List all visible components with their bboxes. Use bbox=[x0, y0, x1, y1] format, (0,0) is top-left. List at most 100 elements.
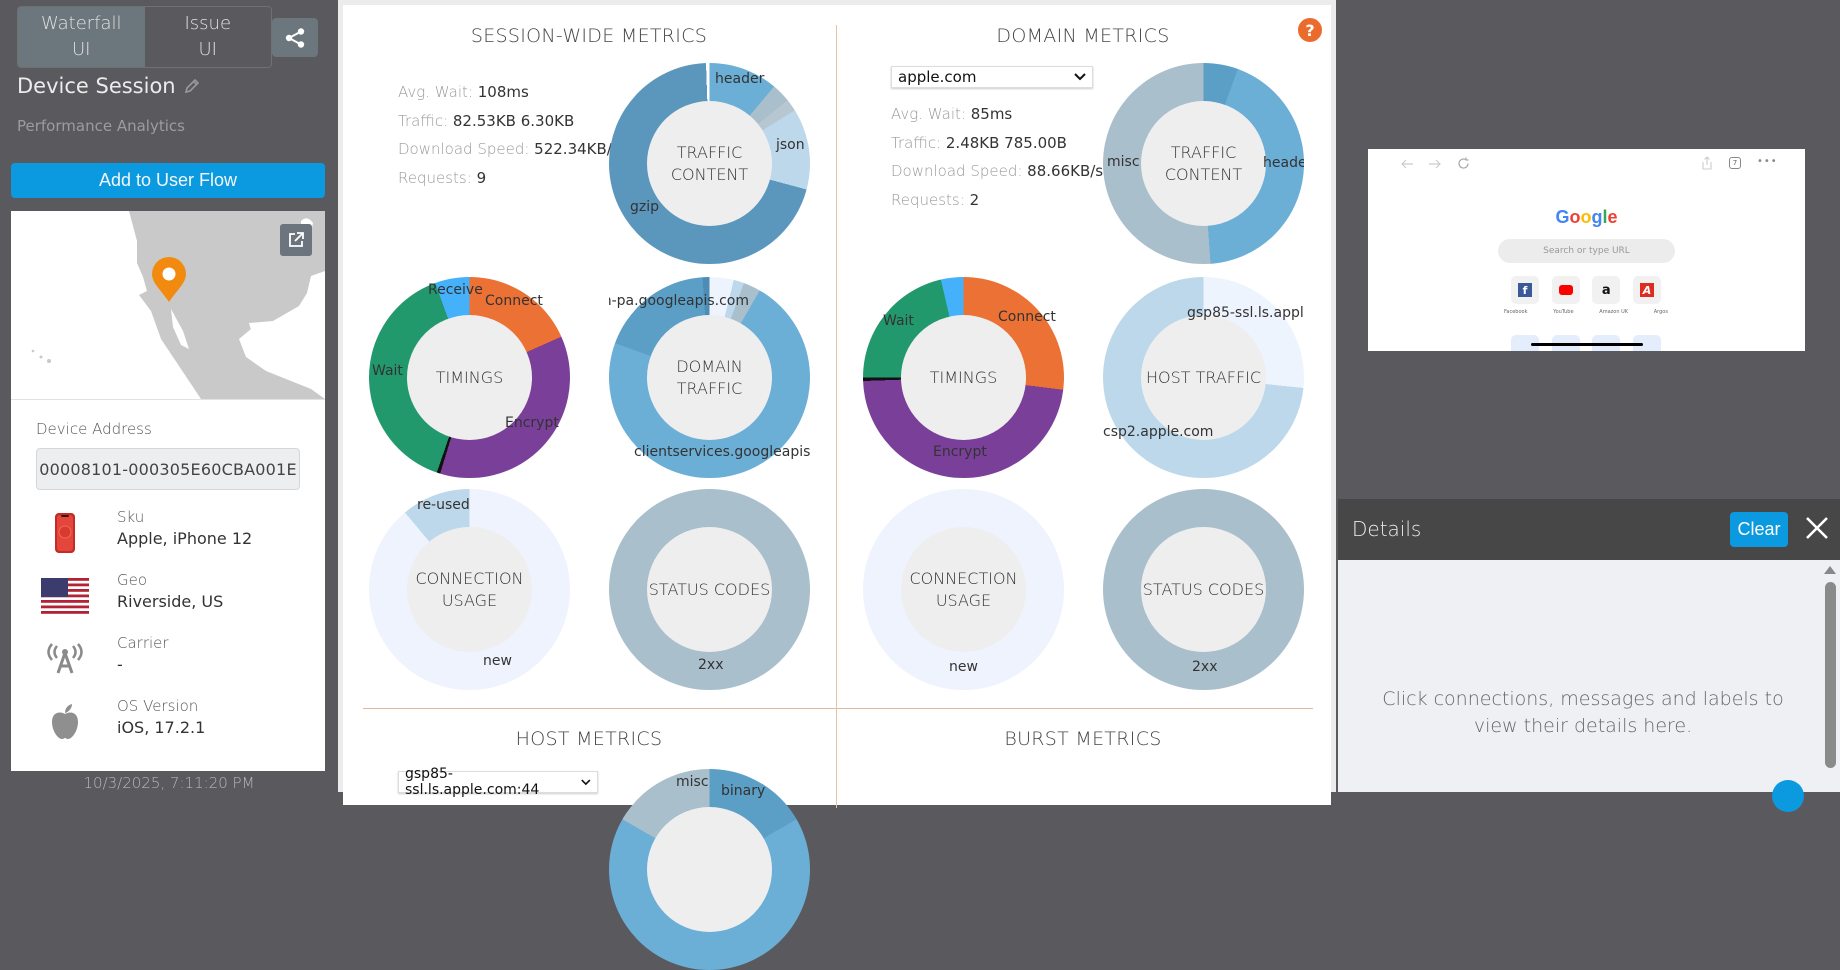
column-divider-lower bbox=[836, 708, 837, 808]
domain-host-traffic-chart[interactable]: HOST TRAFFIC gsp85-ssl.ls.apple. csp2.ap… bbox=[1103, 277, 1304, 478]
session-timings-chart[interactable]: TIMINGS Receive Connect Wait Encrypt bbox=[369, 277, 570, 478]
right-panel: 7 ••• Google Search or type URL f a A Fa… bbox=[1336, 0, 1840, 812]
session-title: Device Session bbox=[17, 74, 200, 98]
location-map[interactable] bbox=[11, 211, 325, 399]
session-traffic: Traffic: 82.53KB 6.30KB bbox=[398, 111, 575, 130]
segment-label[interactable]: csp2.apple.com bbox=[1103, 424, 1214, 440]
add-to-user-flow-button[interactable]: Add to User Flow bbox=[11, 163, 325, 198]
chart-center-label: TRAFFIC CONTENT bbox=[647, 101, 772, 226]
segment-label[interactable]: Connect bbox=[998, 309, 1056, 325]
domain-connection-usage-chart[interactable]: CONNECTION USAGE new bbox=[863, 489, 1064, 690]
session-status-codes-chart[interactable]: STATUS CODES 2xx bbox=[609, 489, 810, 690]
segment-label[interactable]: Wait bbox=[883, 313, 914, 329]
domain-select[interactable]: apple.com bbox=[891, 66, 1093, 88]
domain-stats: Avg. Wait: 85ms Traffic: 2.48KB 785.00B … bbox=[891, 100, 1103, 214]
details-scrollbar[interactable] bbox=[1820, 560, 1840, 792]
location-pin-icon[interactable] bbox=[151, 257, 187, 303]
domain-download-speed: Download Speed: 88.66KB/s bbox=[891, 162, 1104, 180]
host-traffic-content-chart[interactable]: misc binary bbox=[609, 769, 810, 970]
argos-icon: A bbox=[1639, 283, 1654, 297]
session-domain-traffic-chart[interactable]: DOMAIN TRAFFIC uth-pa.googleapis.com cli… bbox=[609, 277, 810, 478]
segment-label[interactable]: header bbox=[715, 71, 765, 87]
sku-value: Apple, iPhone 12 bbox=[117, 529, 253, 548]
os-row: OS Version iOS, 17.2.1 bbox=[11, 697, 325, 755]
segment-label[interactable]: 2xx bbox=[698, 657, 724, 673]
segment-label[interactable]: Encrypt bbox=[933, 444, 987, 460]
geo-row: Geo Riverside, US bbox=[11, 571, 325, 629]
segment-label[interactable]: uth-pa.googleapis.com bbox=[609, 293, 749, 309]
details-header: Details Clear bbox=[1338, 499, 1840, 560]
segment-label[interactable]: new bbox=[483, 653, 512, 669]
session-download-speed: Download Speed: 522.34KB/s bbox=[398, 140, 620, 158]
phone-search-bar: Search or type URL bbox=[1498, 239, 1675, 263]
forward-arrow-icon bbox=[1429, 159, 1441, 169]
segment-label[interactable]: clientservices.googleapis.co bbox=[634, 444, 810, 460]
iphone-icon bbox=[55, 513, 75, 553]
google-logo: Google bbox=[1555, 207, 1618, 227]
close-icon[interactable] bbox=[1802, 513, 1832, 543]
domain-status-codes-chart[interactable]: STATUS CODES 2xx bbox=[1103, 489, 1304, 690]
chevron-down-icon bbox=[581, 779, 591, 785]
open-map-button[interactable] bbox=[280, 224, 312, 256]
domain-timings-chart[interactable]: TIMINGS Wait Connect Encrypt bbox=[863, 277, 1064, 478]
device-address-field[interactable]: 00008101-000305E60CBA001E bbox=[36, 448, 300, 490]
segment-label[interactable]: gsp85-ssl.ls.apple. bbox=[1187, 305, 1304, 321]
clear-button[interactable]: Clear bbox=[1730, 512, 1788, 547]
segment-label[interactable]: gzip bbox=[630, 199, 660, 215]
session-traffic-content-chart[interactable]: TRAFFIC CONTENT header json gzip bbox=[609, 63, 810, 264]
metrics-panel: SESSION-WIDE METRICS DOMAIN METRICS ? Av… bbox=[338, 0, 1336, 970]
cell-tower-icon bbox=[47, 643, 83, 674]
home-indicator bbox=[1531, 343, 1643, 346]
external-link-icon bbox=[289, 232, 304, 247]
waterfall-ui-toggle[interactable]: Waterfall UI bbox=[18, 7, 145, 67]
chart-center-label: STATUS CODES bbox=[647, 527, 772, 652]
segment-label[interactable]: Receive bbox=[428, 282, 483, 298]
details-title: Details bbox=[1352, 517, 1422, 541]
session-connection-usage-chart[interactable]: CONNECTION USAGE re-used new bbox=[369, 489, 570, 690]
session-requests: Requests: 9 bbox=[398, 168, 487, 187]
segment-label[interactable]: Encrypt bbox=[505, 415, 559, 431]
map-land-shapes bbox=[31, 211, 325, 399]
domain-traffic-content-chart[interactable]: TRAFFIC CONTENT misc header bbox=[1103, 63, 1304, 264]
domain-traffic: Traffic: 2.48KB 785.00B bbox=[891, 133, 1067, 152]
help-icon[interactable]: ? bbox=[1298, 18, 1322, 42]
chart-center-label: DOMAIN TRAFFIC bbox=[647, 315, 772, 440]
session-title-text: Device Session bbox=[17, 74, 176, 98]
chat-bubble-button[interactable] bbox=[1772, 780, 1804, 812]
os-version-value: iOS, 17.2.1 bbox=[117, 718, 206, 737]
geo-value: Riverside, US bbox=[117, 592, 224, 611]
chart-center-label: CONNECTION USAGE bbox=[901, 527, 1026, 652]
host-select-value: gsp85-ssl.ls.apple.com:44 bbox=[405, 766, 540, 798]
sku-label: Sku bbox=[117, 508, 145, 526]
scroll-up-arrow-icon[interactable] bbox=[1824, 566, 1836, 574]
segment-label[interactable]: json bbox=[776, 137, 805, 153]
device-address-label: Device Address bbox=[36, 420, 152, 438]
segment-label[interactable]: Wait bbox=[372, 363, 403, 379]
share-tray-icon bbox=[1702, 156, 1712, 170]
issue-ui-toggle[interactable]: Issue UI bbox=[184, 13, 232, 60]
segment-label[interactable]: misc bbox=[1107, 154, 1140, 170]
share-button[interactable] bbox=[272, 18, 318, 57]
segment-label[interactable]: new bbox=[949, 659, 978, 675]
device-screenshot[interactable]: 7 ••• Google Search or type URL f a A Fa… bbox=[1368, 149, 1805, 351]
session-subtitle: Performance Analytics bbox=[17, 117, 185, 135]
tab-count: 7 bbox=[1729, 157, 1741, 169]
chevron-down-icon bbox=[1074, 73, 1086, 81]
host-select[interactable]: gsp85-ssl.ls.apple.com:44 bbox=[398, 766, 598, 798]
sidebar: Waterfall UI Issue UI Device Session Per… bbox=[0, 0, 338, 792]
segment-label[interactable]: re-used bbox=[417, 497, 470, 513]
chart-center-label: TIMINGS bbox=[407, 315, 532, 440]
domain-avg-wait: Avg. Wait: 85ms bbox=[891, 105, 1013, 123]
scroll-thumb[interactable] bbox=[1825, 582, 1836, 768]
segment-label[interactable]: binary bbox=[721, 783, 766, 799]
apple-logo-icon bbox=[52, 704, 78, 739]
segment-label[interactable]: Connect bbox=[485, 293, 543, 309]
segment-label[interactable]: 2xx bbox=[1192, 659, 1218, 675]
pencil-icon[interactable] bbox=[184, 78, 200, 94]
segment-label[interactable]: header bbox=[1263, 155, 1304, 171]
chart-center-label: TIMINGS bbox=[901, 315, 1026, 440]
us-flag-icon bbox=[41, 578, 89, 614]
segment-label[interactable]: misc bbox=[676, 774, 709, 790]
carrier-label: Carrier bbox=[117, 634, 169, 652]
host-metrics-title: HOST METRICS bbox=[515, 728, 663, 750]
